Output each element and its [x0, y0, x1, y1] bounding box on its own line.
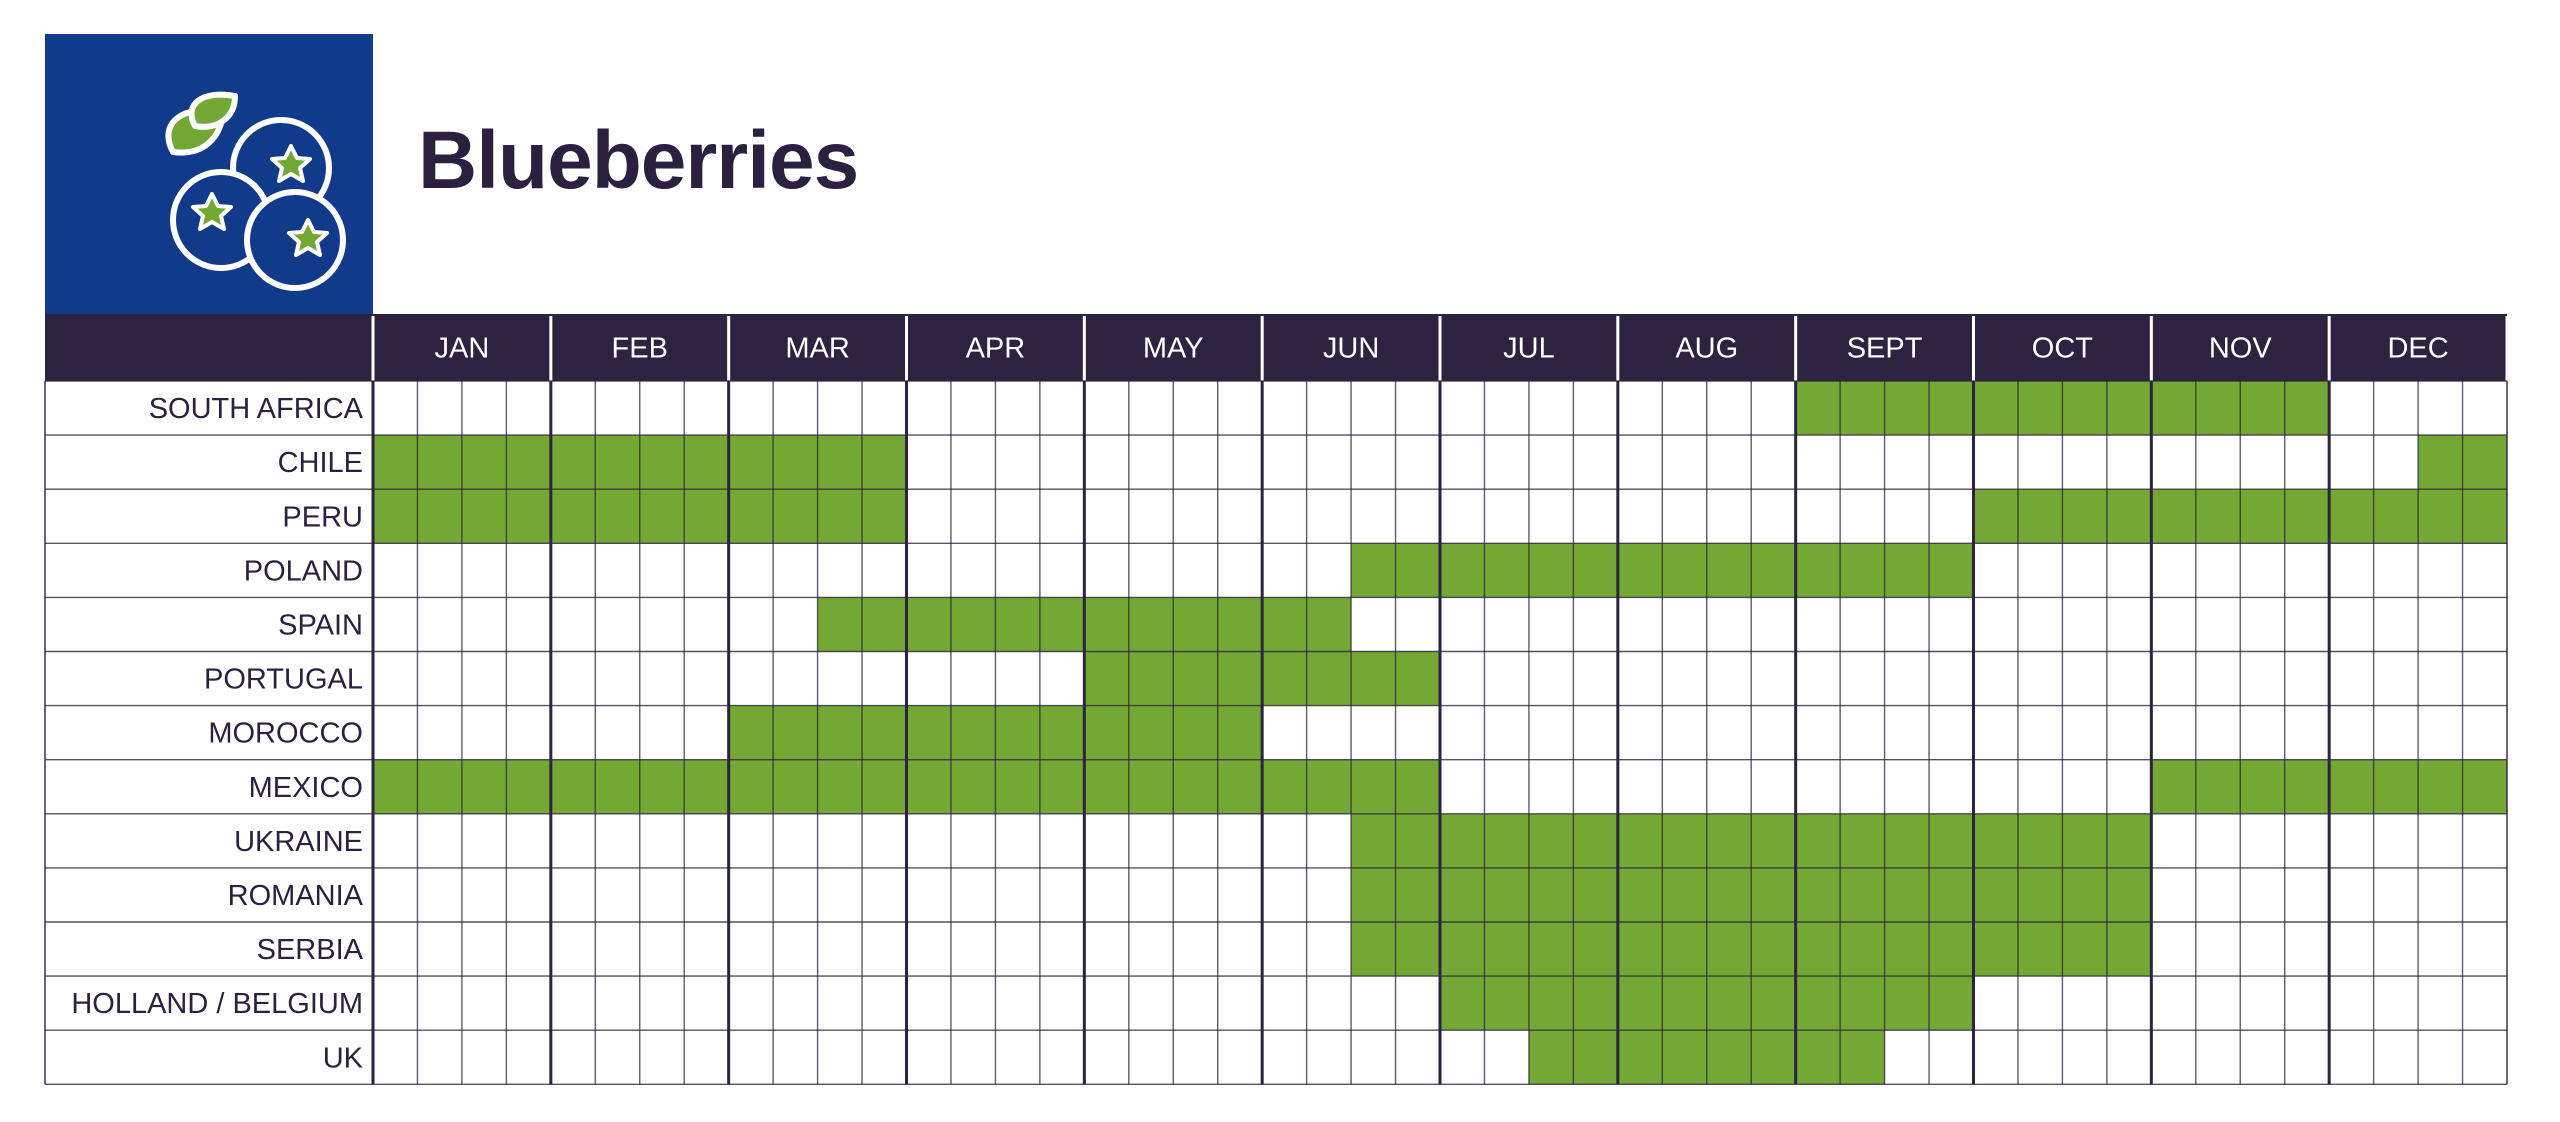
country-label: UKRAINE: [234, 826, 363, 858]
country-label: PORTUGAL: [204, 664, 363, 696]
month-label-jun: JUN: [1323, 333, 1379, 365]
country-label: CHILE: [278, 447, 363, 479]
country-label: MOROCCO: [208, 718, 363, 750]
month-label-dec: DEC: [2387, 333, 2448, 365]
month-label-jul: JUL: [1503, 333, 1555, 365]
month-label-jan: JAN: [435, 333, 490, 365]
month-label-sept: SEPT: [1847, 333, 1923, 365]
country-label: SPAIN: [278, 609, 363, 641]
country-label: ROMANIA: [228, 880, 364, 912]
country-label: SERBIA: [257, 934, 364, 966]
month-label-aug: AUG: [1675, 333, 1738, 365]
month-label-may: MAY: [1143, 333, 1204, 365]
month-label-nov: NOV: [2209, 333, 2273, 365]
country-label: HOLLAND / BELGIUM: [71, 988, 363, 1020]
country-label: UK: [323, 1042, 364, 1074]
logo-tile: [45, 34, 373, 314]
page-title: Blueberries: [418, 115, 859, 206]
country-label: SOUTH AFRICA: [149, 393, 364, 425]
month-label-mar: MAR: [785, 333, 849, 365]
month-header-band: [45, 314, 2507, 381]
country-label: MEXICO: [249, 772, 363, 804]
country-label: PERU: [282, 501, 363, 533]
month-label-apr: APR: [966, 333, 1026, 365]
blueberries-icon: [165, 91, 346, 291]
month-label-feb: FEB: [612, 333, 668, 365]
country-label: POLAND: [244, 555, 363, 587]
month-label-oct: OCT: [2032, 333, 2094, 365]
